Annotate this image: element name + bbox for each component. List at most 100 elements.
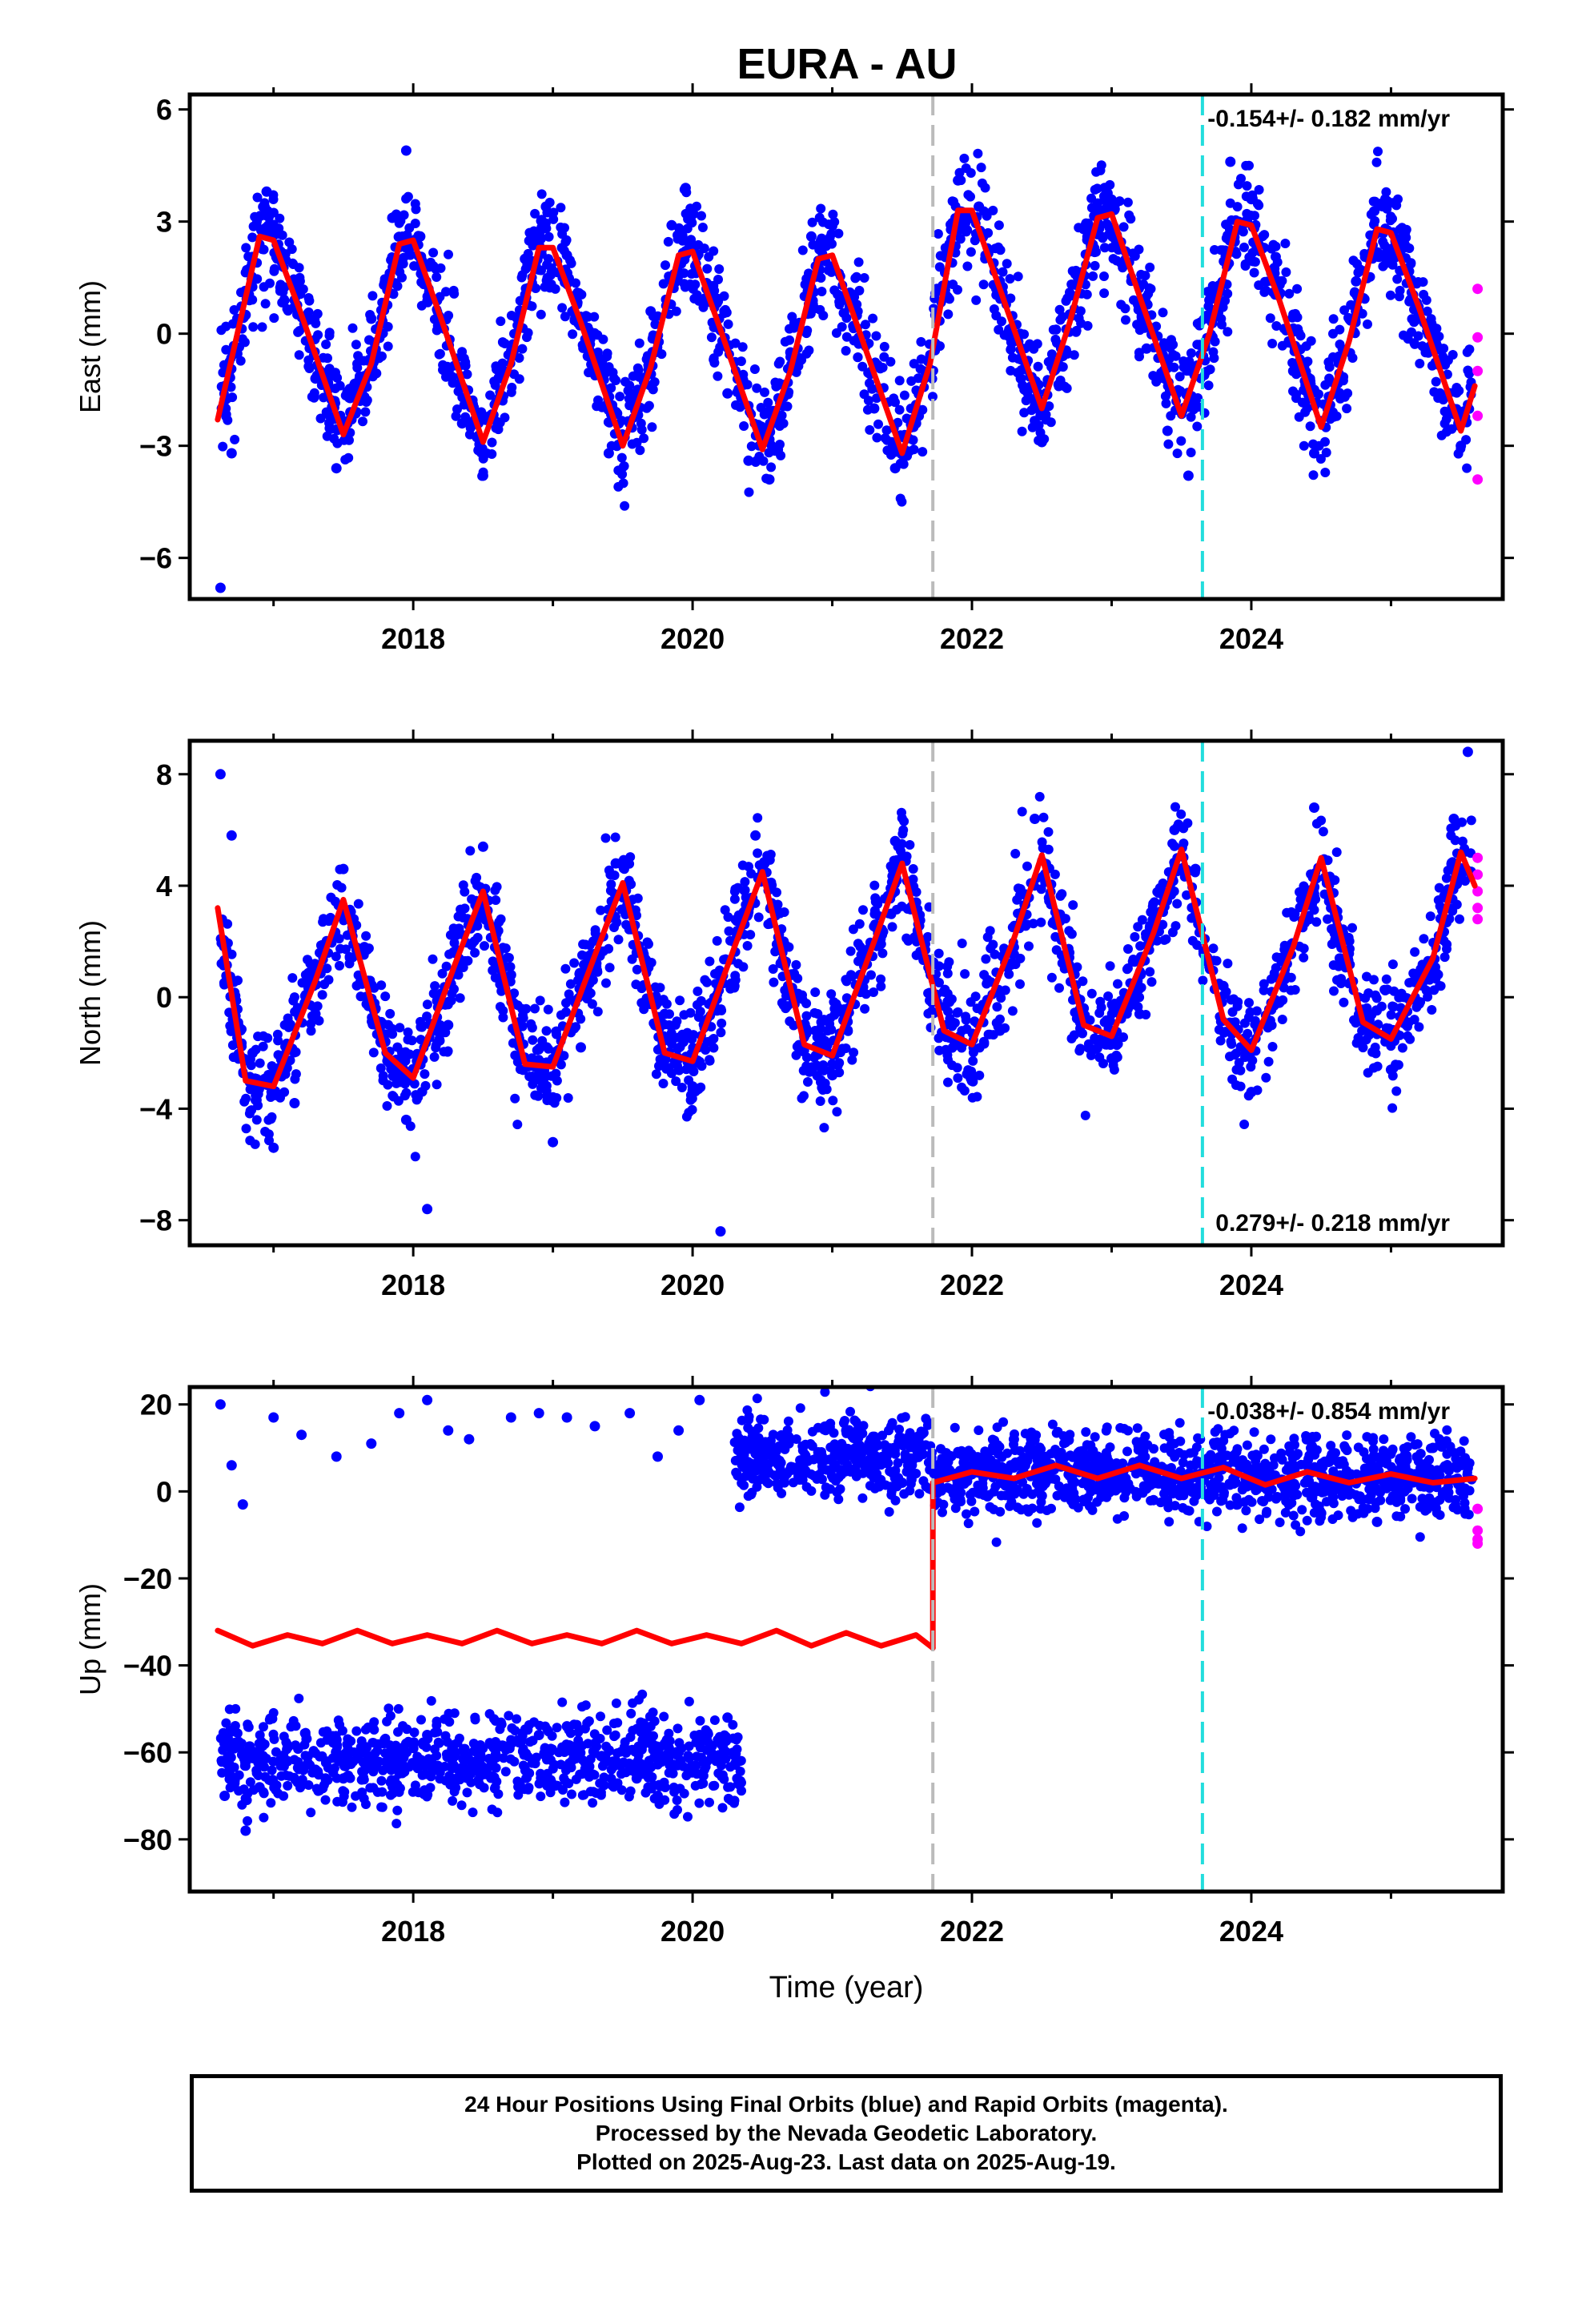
data-point: [404, 249, 415, 259]
data-point: [1246, 211, 1256, 220]
data-point: [1321, 448, 1331, 458]
data-point: [756, 421, 766, 432]
final-orbit-point: [477, 841, 488, 852]
data-point: [1370, 206, 1380, 216]
data-point: [265, 278, 275, 288]
data-point: [720, 905, 730, 915]
data-point: [719, 308, 729, 319]
data-point: [283, 306, 293, 316]
data-point: [1385, 215, 1395, 226]
data-point: [998, 267, 1008, 277]
data-point: [1225, 198, 1235, 208]
data-point: [706, 332, 717, 343]
data-point: [733, 959, 743, 969]
data-point: [1263, 1056, 1274, 1067]
data-point: [1271, 321, 1282, 331]
data-point: [514, 353, 524, 363]
data-point: [498, 1006, 508, 1016]
data-point: [341, 944, 351, 955]
data-point: [934, 1045, 945, 1055]
data-point: [1221, 219, 1231, 230]
final-orbit-point: [1385, 1064, 1396, 1076]
data-point: [250, 1139, 260, 1149]
data-point: [733, 883, 743, 893]
final-orbit-point: [680, 183, 691, 194]
final-orbit-point: [805, 231, 817, 242]
data-point: [283, 1017, 294, 1027]
data-point: [1323, 855, 1333, 866]
data-point: [959, 153, 970, 163]
data-point: [416, 1715, 426, 1725]
final-orbit-point: [974, 201, 985, 212]
data-point: [304, 364, 315, 373]
data-point: [1462, 463, 1472, 473]
final-orbit-point: [310, 1008, 321, 1019]
data-point: [923, 988, 934, 999]
final-orbit-point: [994, 1025, 1006, 1036]
data-point: [877, 948, 888, 959]
data-point: [1134, 984, 1144, 995]
data-point: [500, 412, 510, 423]
data-point: [319, 979, 330, 990]
final-orbit-point: [1351, 275, 1362, 287]
data-point: [739, 421, 749, 431]
data-point: [1230, 1017, 1240, 1027]
data-point: [540, 282, 550, 292]
data-point: [763, 919, 773, 930]
data-point: [303, 1751, 313, 1761]
plot-area: [215, 746, 1484, 1237]
data-point: [1113, 979, 1122, 989]
data-point: [561, 998, 571, 1008]
data-point: [556, 1059, 566, 1070]
data-point: [684, 1108, 694, 1118]
data-point: [434, 349, 444, 360]
data-point: [560, 963, 571, 974]
data-point: [1387, 1103, 1398, 1113]
data-point: [897, 497, 907, 507]
data-point: [462, 369, 472, 380]
data-point: [960, 969, 970, 979]
data-point: [548, 207, 559, 218]
data-point: [1394, 292, 1404, 302]
data-point: [230, 434, 240, 444]
data-point: [841, 346, 851, 356]
data-point: [854, 919, 865, 929]
data-point: [933, 229, 943, 239]
data-point: [1435, 981, 1445, 991]
data-point: [868, 313, 878, 324]
data-point: [1385, 290, 1395, 300]
data-point: [1130, 957, 1140, 967]
data-point: [347, 323, 358, 333]
data-point: [604, 963, 615, 973]
data-point: [672, 1795, 682, 1805]
data-point: [1015, 979, 1025, 989]
data-point: [536, 215, 546, 226]
data-point: [1154, 888, 1163, 899]
data-point: [770, 446, 780, 456]
y-tick-label: 6: [156, 94, 172, 127]
data-point: [393, 1096, 404, 1106]
data-point: [1092, 183, 1102, 194]
data-point: [324, 364, 335, 374]
data-point: [655, 983, 665, 993]
data-point: [428, 247, 439, 258]
data-point: [1452, 388, 1462, 398]
panel-frame: [187, 738, 1505, 1248]
data-point: [412, 1095, 422, 1105]
data-point: [1347, 353, 1358, 363]
data-point: [897, 829, 908, 839]
data-point: [465, 846, 476, 856]
data-point: [877, 363, 888, 372]
data-point: [1267, 1020, 1277, 1031]
data-point: [548, 1763, 558, 1774]
data-point: [1293, 324, 1303, 334]
data-point: [589, 1770, 600, 1780]
data-point: [527, 1023, 537, 1033]
data-point: [1288, 386, 1298, 396]
data-point: [1347, 923, 1357, 933]
data-point: [674, 1738, 685, 1748]
final-orbit-point: [1204, 295, 1215, 306]
data-point: [1463, 365, 1473, 376]
data-point: [712, 935, 722, 946]
data-point: [498, 1012, 508, 1023]
